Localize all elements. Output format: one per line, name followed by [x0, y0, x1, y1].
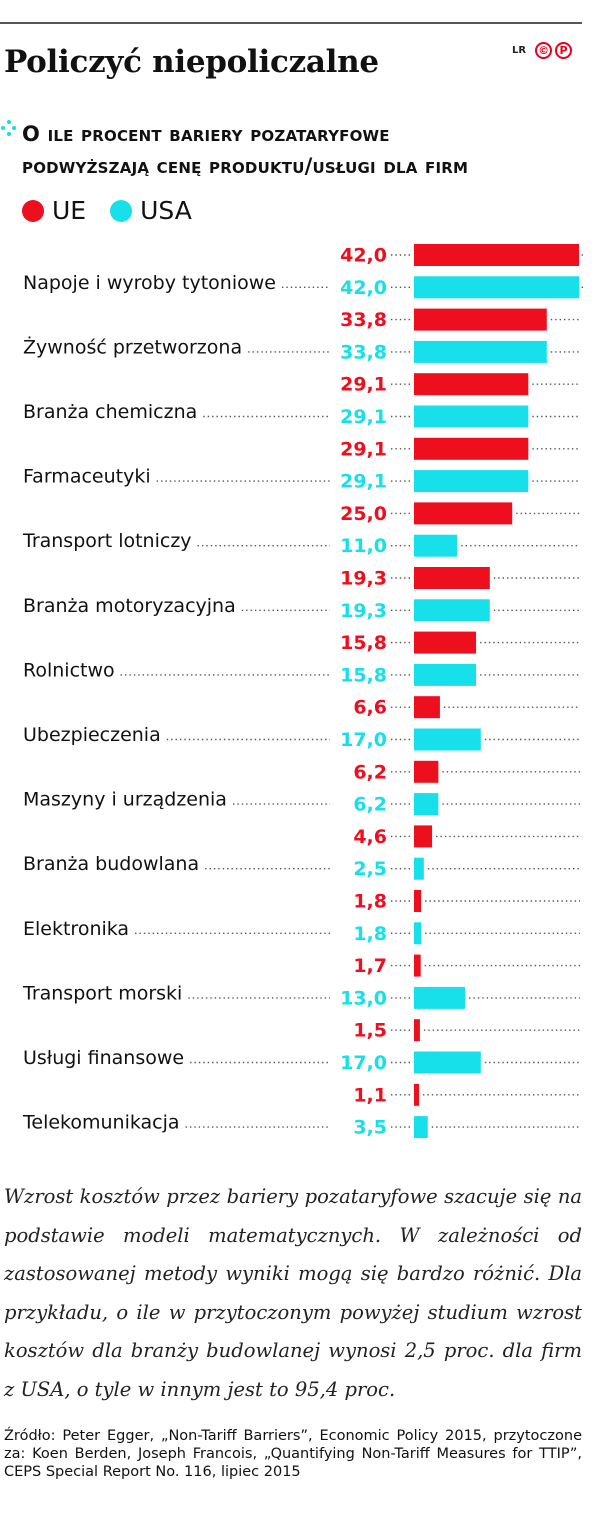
- bar-ue: [414, 1083, 419, 1106]
- data-label-usa: 1,8: [353, 923, 387, 945]
- data-label-ue: 1,5: [353, 1020, 387, 1042]
- subtitle-line-1: O ile procent bariery pozataryfowe: [22, 122, 390, 146]
- data-label-usa: 6,2: [353, 794, 387, 816]
- category-label: Ubezpieczenia: [23, 724, 161, 746]
- bar-ue: [414, 825, 433, 848]
- source-note: Źródło: Peter Egger, „Non-Tariff Barrier…: [4, 1428, 582, 1480]
- data-label-usa: 11,0: [340, 535, 387, 557]
- data-label-ue: 15,8: [340, 632, 387, 654]
- bar-ue: [414, 502, 513, 525]
- bar-usa: [414, 1116, 428, 1139]
- data-label-ue: 25,0: [340, 503, 387, 525]
- data-label-ue: 1,8: [353, 891, 387, 913]
- legend-label-usa: USA: [140, 196, 192, 225]
- data-label-usa: 29,1: [340, 406, 387, 428]
- bar-usa: [414, 276, 579, 299]
- data-label-ue: 29,1: [340, 438, 387, 460]
- bar-ue: [414, 1019, 420, 1042]
- category-label: Branża chemiczna: [23, 401, 197, 423]
- explanatory-note: Wzrost kosztów przez bariery pozataryfow…: [4, 1185, 582, 1401]
- category-label: Transport lotniczy: [22, 530, 192, 552]
- bar-chart: Napoje i wyroby tytoniowe 42,0 42,0 Żywność…: [22, 244, 583, 1139]
- bar-ue: [414, 244, 579, 266]
- legend-swatch-ue: [22, 199, 44, 222]
- category-label: Farmaceutyki: [23, 466, 151, 488]
- bar-ue: [414, 890, 422, 912]
- subtitle-line-2: podwyższają cenę produktu/usługi dla fir…: [22, 154, 469, 178]
- data-label-usa: 17,0: [340, 1052, 387, 1074]
- dotted-bullet-icon: [1, 120, 17, 136]
- category-label: Żywność przetworzona: [23, 335, 242, 358]
- bar-usa: [414, 922, 422, 945]
- legend-label-ue: UE: [52, 196, 87, 225]
- bar-ue: [414, 437, 529, 460]
- data-label-ue: 4,6: [353, 826, 387, 848]
- category-label: Elektronika: [23, 918, 129, 940]
- top-rule: [0, 22, 582, 24]
- category-label: Branża motoryzacyjna: [23, 595, 236, 617]
- publisher-brand: LR © P: [512, 42, 573, 59]
- category-label: Usługi finansowe: [23, 1047, 184, 1069]
- bar-ue: [414, 631, 477, 654]
- legend-item-ue: UE: [22, 196, 86, 225]
- bar-ue: [414, 696, 440, 719]
- bar-ue: [414, 567, 490, 589]
- bar-ue: [414, 373, 529, 396]
- data-label-ue: 6,2: [353, 761, 387, 783]
- data-label-ue: 33,8: [340, 309, 387, 331]
- phonogram-icon: P: [555, 42, 573, 59]
- bar-usa: [414, 405, 529, 428]
- bar-usa: [414, 599, 490, 622]
- data-label-ue: 29,1: [340, 374, 387, 396]
- bar-usa: [414, 663, 477, 686]
- bar-usa: [414, 793, 439, 816]
- data-label-usa: 29,1: [340, 471, 387, 493]
- data-label-usa: 19,3: [340, 600, 387, 622]
- data-label-usa: 33,8: [340, 341, 387, 363]
- category-label: Rolnictwo: [23, 659, 115, 681]
- bar-usa: [414, 1051, 481, 1074]
- category-label: Napoje i wyroby tytoniowe: [23, 272, 276, 294]
- data-label-usa: 15,8: [340, 664, 387, 686]
- category-label: Transport morski: [22, 982, 182, 1004]
- chart-title: Policzyć niepoliczalne: [4, 44, 379, 80]
- data-label-ue: 1,1: [353, 1084, 387, 1106]
- bar-usa: [414, 340, 547, 363]
- bar-ue: [414, 954, 421, 977]
- data-label-ue: 19,3: [340, 568, 387, 590]
- data-label-usa: 3,5: [353, 1117, 387, 1139]
- category-label: Branża budowlana: [23, 853, 199, 875]
- data-label-ue: 42,0: [340, 245, 387, 267]
- legend-item-usa: USA: [110, 196, 192, 225]
- brand-text: LR: [512, 45, 527, 56]
- copyright-icon: ©: [535, 42, 553, 59]
- category-label: Telekomunikacja: [22, 1112, 180, 1134]
- category-label: Maszyny i urządzenia: [23, 789, 227, 811]
- bar-usa: [414, 857, 424, 880]
- bar-usa: [414, 986, 466, 1009]
- bar-ue: [414, 308, 547, 331]
- data-label-usa: 17,0: [340, 729, 387, 751]
- chart-subtitle: O ile procent bariery pozataryfowe podwy…: [22, 118, 468, 182]
- bar-usa: [414, 470, 529, 493]
- legend: UE USA: [22, 196, 216, 225]
- data-label-ue: 1,7: [353, 955, 387, 977]
- bar-ue: [414, 760, 439, 783]
- bar-usa: [414, 728, 481, 751]
- bar-usa: [414, 534, 458, 557]
- data-label-usa: 13,0: [340, 987, 387, 1009]
- data-label-usa: 42,0: [340, 277, 387, 299]
- data-label-usa: 2,5: [353, 858, 387, 880]
- legend-swatch-usa: [110, 199, 133, 222]
- data-label-ue: 6,6: [353, 697, 387, 719]
